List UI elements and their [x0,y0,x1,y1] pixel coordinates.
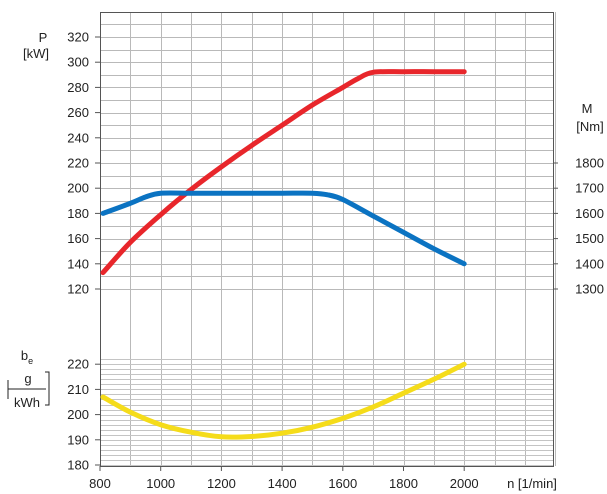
consumption-axis-numerator: g [24,371,31,386]
torque-tick-label: 1800 [575,156,604,171]
torque-tick-label: 1700 [575,181,604,196]
grid [100,12,556,467]
x-tick-label: 1600 [328,476,357,491]
consumption-axis-subscript: e [28,356,33,366]
torque-tick-label: 1300 [575,282,604,297]
power-curve [100,69,467,276]
power-tick-label: 140 [67,256,89,271]
x-tick-label: 800 [89,476,111,491]
x-tick-label: 1800 [389,476,418,491]
power-axis-label: P [39,30,48,45]
x-axis-label: n [1/min] [507,476,557,491]
power-tick-label: 160 [67,231,89,246]
consumption-axis-label: be [21,348,33,366]
consumption-axis-denominator: kWh [14,395,40,410]
consumption-axis-symbol: b [21,348,28,363]
tick-labels: 800 1000 1200 1400 1600 1800 2000 320 300 280 260 2… [67,30,604,492]
consumption-bracket-right [45,371,50,406]
x-tick-label: 1200 [207,476,236,491]
torque-axis-label: M [582,101,593,116]
x-tick-label: 2000 [450,476,479,491]
consumption-tick-label: 190 [67,432,89,447]
series-lines [100,69,467,440]
plot-frame [100,12,554,467]
consumption-curve [100,361,467,440]
consumption-tick-label: 200 [67,407,89,422]
power-tick-label: 300 [67,55,89,70]
power-tick-label: 280 [67,80,89,95]
torque-tick-label: 1500 [575,231,604,246]
x-tick-label: 1400 [268,476,297,491]
x-tick-label: 1000 [146,476,175,491]
power-axis-unit: [kW] [23,46,49,61]
torque-tick-label: 1600 [575,206,604,221]
power-tick-label: 260 [67,105,89,120]
torque-tick-label: 1400 [575,256,604,271]
power-tick-label: 220 [67,156,89,171]
consumption-tick-label: 210 [67,382,89,397]
power-tick-label: 320 [67,30,89,45]
consumption-tick-label: 180 [67,458,89,473]
power-tick-label: 200 [67,181,89,196]
power-tick-label: 240 [67,130,89,145]
consumption-tick-label: 220 [67,357,89,372]
torque-curve [100,190,467,267]
power-tick-label: 120 [67,282,89,297]
power-tick-label: 180 [67,206,89,221]
torque-axis-unit: [Nm] [576,119,603,134]
